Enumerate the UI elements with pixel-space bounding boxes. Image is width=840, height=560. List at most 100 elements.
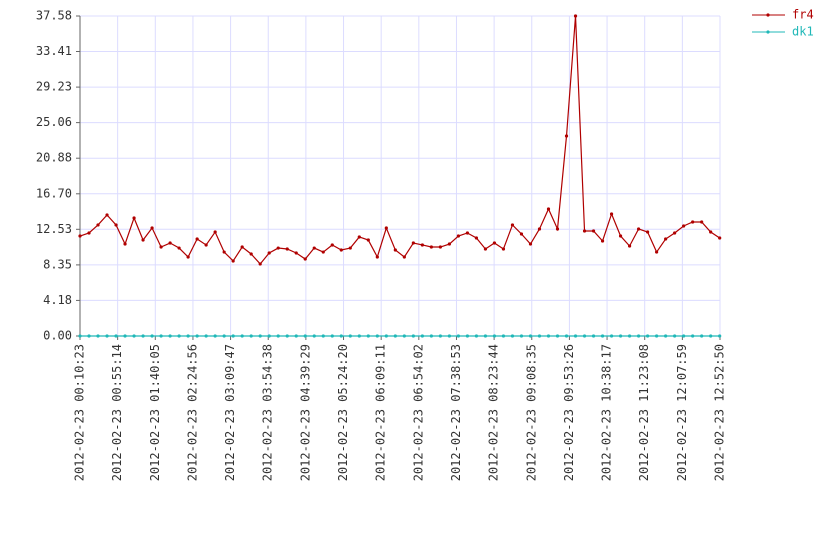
data-point: [447, 242, 451, 246]
data-point: [231, 334, 235, 338]
data-point: [339, 248, 343, 252]
data-point: [465, 334, 470, 338]
x-tick-label: 2012-02-23 03:54:38: [261, 344, 275, 481]
data-point: [582, 334, 587, 338]
data-point: [195, 237, 199, 241]
data-point: [682, 334, 686, 338]
x-tick-label: 2012-02-23 00:10:23: [73, 344, 87, 481]
x-tick-label: 2012-02-23 09:08:35: [524, 344, 538, 481]
data-point: [691, 220, 695, 224]
data-point: [664, 334, 668, 338]
x-tick-label: 2012-02-23 06:54:02: [411, 344, 425, 481]
data-point: [636, 227, 641, 231]
data-point: [168, 334, 172, 338]
data-point: [150, 334, 154, 338]
data-point: [655, 334, 659, 338]
data-point: [718, 334, 722, 338]
y-tick-label: 4.18: [43, 293, 72, 307]
y-tick-label: 25.06: [36, 115, 72, 129]
data-point: [673, 334, 677, 338]
y-tick-label: 12.53: [36, 222, 72, 236]
data-point: [366, 334, 370, 338]
x-tick-label: 2012-02-23 04:39:29: [298, 344, 312, 481]
data-point: [240, 245, 244, 249]
data-point: [87, 231, 91, 235]
y-tick-label: 33.41: [36, 44, 72, 58]
data-point: [105, 213, 109, 217]
data-point: [78, 234, 82, 238]
data-point: [384, 226, 388, 230]
data-point: [627, 334, 632, 338]
data-point: [294, 334, 298, 338]
data-point: [285, 334, 289, 338]
data-point: [96, 334, 100, 338]
data-point: [573, 334, 578, 338]
data-point: [258, 262, 262, 266]
data-point: [402, 334, 406, 338]
x-tick-label: 2012-02-23 12:52:50: [713, 344, 727, 481]
data-point: [673, 231, 677, 235]
data-point: [546, 334, 551, 338]
data-point: [150, 226, 154, 230]
data-point: [96, 223, 100, 227]
data-point: [276, 246, 280, 250]
data-point: [447, 334, 451, 338]
data-point: [501, 334, 506, 338]
y-tick-label: 37.58: [36, 9, 72, 23]
data-point: [609, 334, 614, 338]
data-point: [429, 245, 433, 249]
data-point: [600, 239, 605, 243]
data-point: [78, 334, 82, 338]
data-point: [582, 229, 587, 233]
data-point: [618, 334, 623, 338]
legend-marker: [766, 13, 770, 17]
data-point: [474, 334, 479, 338]
data-point: [321, 334, 325, 338]
data-point: [627, 244, 632, 248]
data-point: [141, 334, 145, 338]
data-point: [177, 334, 181, 338]
data-point: [384, 334, 388, 338]
data-point: [438, 245, 442, 249]
legend-marker: [766, 30, 770, 34]
data-point: [402, 255, 406, 259]
data-point: [222, 250, 226, 254]
data-point: [123, 242, 127, 246]
x-tick-label: 2012-02-23 02:24:56: [185, 344, 199, 481]
data-point: [231, 259, 235, 263]
data-point: [492, 334, 497, 338]
data-point: [123, 334, 127, 338]
data-point: [501, 247, 506, 251]
data-point: [159, 334, 163, 338]
data-point: [609, 212, 614, 216]
data-point: [537, 227, 542, 231]
data-point: [213, 334, 217, 338]
data-point: [636, 334, 641, 338]
data-point: [177, 246, 181, 250]
data-point: [240, 334, 244, 338]
data-point: [186, 334, 190, 338]
data-point: [276, 334, 280, 338]
data-point: [438, 334, 442, 338]
data-point: [267, 251, 271, 255]
data-point: [114, 334, 118, 338]
data-point: [330, 243, 334, 247]
x-tick-label: 2012-02-23 11:23:08: [637, 344, 651, 481]
series-line: [79, 15, 721, 265]
data-point: [303, 257, 307, 261]
data-point: [312, 246, 316, 250]
data-point: [285, 247, 289, 251]
data-point: [366, 238, 370, 242]
data-point: [195, 334, 199, 338]
data-point: [573, 14, 578, 18]
x-tick-label: 2012-02-23 09:53:26: [562, 344, 576, 481]
data-point: [303, 334, 307, 338]
data-point: [87, 334, 91, 338]
data-point: [339, 334, 343, 338]
data-point: [519, 232, 524, 236]
data-point: [718, 236, 722, 240]
data-point: [492, 241, 497, 245]
data-point: [357, 334, 361, 338]
